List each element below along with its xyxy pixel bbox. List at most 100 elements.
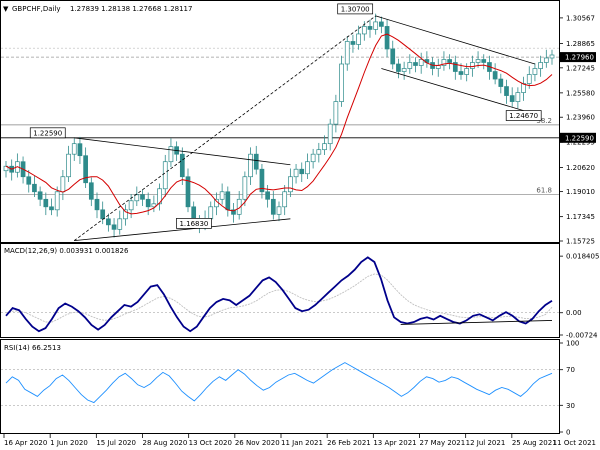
resistance-badge [560, 132, 596, 143]
candle-body [373, 21, 379, 30]
candle-body [396, 63, 401, 72]
x-tick-label: 1 Jun 2020 [50, 439, 88, 447]
candle-body [225, 191, 231, 211]
candle-body [475, 59, 481, 63]
candle-body [526, 74, 532, 84]
price-annotation-box [29, 127, 66, 139]
x-tick-label: 25 Aug 2021 [512, 439, 557, 447]
candle-body [185, 176, 191, 208]
candle-body [94, 198, 100, 211]
candle-body [379, 21, 384, 27]
rsi-tick-label: 30 [566, 402, 575, 410]
candle-body [464, 68, 470, 75]
fib-level-label: 38.2 [536, 117, 552, 125]
candle-body [441, 59, 447, 66]
candle-body [162, 161, 168, 190]
price-chart: 1.305671.288651.272451.255801.239601.222… [1, 3, 596, 246]
candle-body [532, 68, 538, 75]
price-annotation-label: 1.24670 [509, 112, 538, 120]
x-tick-label: 28 Aug 2020 [143, 439, 188, 447]
candle-body [498, 78, 504, 87]
candle-body [214, 198, 219, 208]
price-tick-label: 1.23960 [566, 114, 595, 122]
candle-body [390, 48, 396, 65]
candle-body [259, 168, 265, 193]
candle-body [134, 194, 140, 202]
candle-body [310, 153, 316, 163]
candle-body [413, 62, 418, 66]
x-tick-label: 13 Apr 2021 [373, 439, 416, 447]
candle-body [168, 146, 174, 163]
candle-body [350, 41, 356, 45]
macd-panel [0, 243, 560, 338]
ohlc-values: 1.27839 1.28138 1.27668 1.28117 [70, 5, 192, 13]
candle-body [543, 57, 549, 63]
candle-body [549, 54, 555, 59]
candle-body [100, 209, 106, 220]
price-annotation-box [176, 218, 212, 229]
moving-average-line [5, 33, 553, 215]
candle-body [356, 33, 361, 45]
candle-body [270, 198, 276, 215]
candle-body [344, 41, 350, 65]
current-price-badge [560, 52, 596, 63]
rsi-line [5, 362, 553, 404]
candle-body [384, 26, 390, 50]
rsi-tick-label: 70 [566, 366, 575, 374]
candle-body [282, 191, 288, 208]
rsi-tick-label: 0 [566, 429, 570, 437]
candle-body [504, 86, 509, 96]
candle-body [60, 176, 66, 193]
dashed-trend-line [74, 15, 376, 241]
macd-title: MACD(12,26,9) 0.003931 0.001826 [4, 247, 129, 255]
candle-body [117, 218, 123, 230]
price-annotation-label: 1.16830 [179, 220, 208, 228]
lower-channel-line [381, 68, 524, 111]
candle-body [208, 206, 214, 220]
x-tick-label: 15 Jul 2020 [96, 439, 136, 447]
macd-signal-line [5, 273, 553, 323]
price-panel [0, 0, 560, 243]
candle-body [231, 209, 236, 215]
price-tick-label: 1.17345 [566, 213, 595, 221]
macd-chart: MACD(12,26,9) 0.003931 0.001826 0.018405 0… [1, 247, 599, 340]
candle-body [157, 188, 162, 205]
candle-body [293, 168, 299, 178]
macd-tick-label: 0.018405 [566, 253, 599, 261]
lower-triangle-line [74, 218, 291, 242]
candle-body [83, 155, 88, 184]
candle-body [339, 63, 344, 102]
candle-body [276, 206, 282, 215]
rsi-tick-label: 100 [566, 340, 579, 348]
candle-body [299, 168, 305, 175]
candle-body [492, 71, 498, 80]
candle-body [515, 92, 521, 102]
candle-body [236, 198, 242, 215]
chart-title: GBPCHF,Daily [12, 5, 61, 13]
candle-body [305, 161, 310, 175]
candle-body [407, 62, 413, 69]
candle-body [219, 191, 225, 200]
price-tick-label: 1.20620 [566, 164, 595, 172]
candle-body [123, 209, 128, 220]
candle-body [248, 153, 253, 178]
candle-body [106, 218, 111, 226]
price-tick-label: 1.25580 [566, 89, 595, 97]
candle-body [316, 149, 322, 155]
x-last-label: 11 Oct 2021 [553, 439, 596, 447]
price-tick-label: 1.15725 [566, 238, 595, 246]
price-annotation-box [505, 110, 542, 121]
candle-body [361, 26, 367, 35]
candle-body [49, 206, 54, 211]
candle-body [32, 183, 37, 193]
macd-tick-label: -0.00724 [566, 332, 598, 340]
x-tick-label: 26 Feb 2021 [327, 439, 371, 447]
rsi-title: RSI(14) 66.2513 [4, 344, 61, 352]
price-tick-label: 1.28865 [566, 40, 595, 48]
price-annotation-box [337, 3, 374, 15]
upper-channel-line [375, 15, 536, 65]
candle-body [452, 62, 458, 72]
dropdown-triangle-icon[interactable]: ▼ [3, 5, 9, 13]
candle-body [151, 203, 157, 208]
